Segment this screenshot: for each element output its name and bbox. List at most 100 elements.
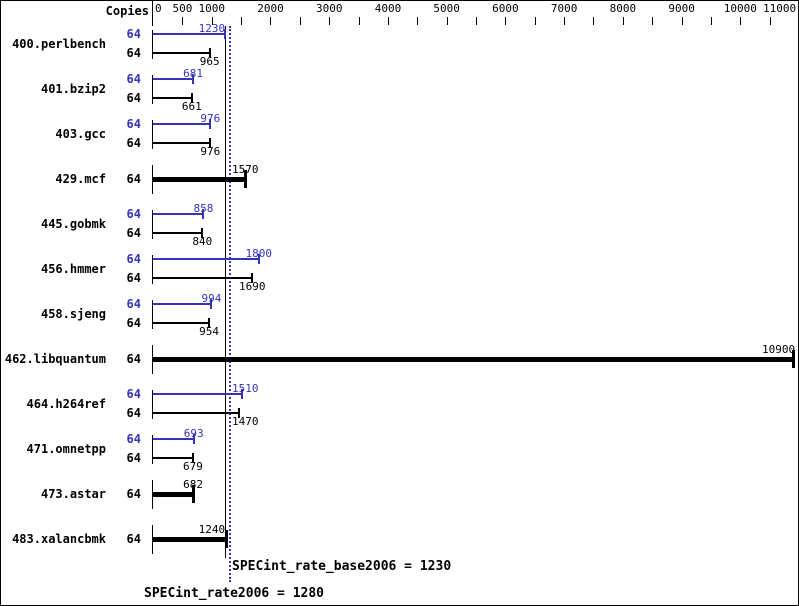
base-value-label: 1570 bbox=[232, 163, 259, 176]
copies-value-peak: 64 bbox=[126, 297, 141, 311]
peak-value-label: 681 bbox=[183, 67, 203, 80]
peak-value-label: 1230 bbox=[198, 22, 226, 35]
base-bar-end-tick bbox=[209, 138, 211, 148]
axis-minor-tick bbox=[564, 17, 565, 25]
peak-bar-end-tick bbox=[224, 29, 226, 39]
axis-minor-tick bbox=[593, 17, 594, 25]
base-value-label: 840 bbox=[192, 235, 213, 248]
bar-start-tick bbox=[152, 435, 153, 464]
bar-start-tick bbox=[152, 210, 153, 239]
base-bar bbox=[153, 142, 210, 144]
ref-line-SPECint_rate2006 bbox=[229, 26, 231, 582]
axis-minor-tick bbox=[359, 17, 360, 25]
peak-bar-end-tick bbox=[192, 74, 194, 84]
benchmark-label: 462.libquantum bbox=[4, 352, 106, 366]
bar-start-tick bbox=[152, 480, 153, 509]
copies-value-peak: 64 bbox=[126, 207, 141, 221]
base-bar-end-tick bbox=[225, 530, 228, 548]
base-bar-end-tick bbox=[209, 48, 211, 58]
benchmark-label: 403.gcc bbox=[55, 127, 106, 141]
peak-bar bbox=[153, 213, 203, 215]
benchmark-label: 471.omnetpp bbox=[26, 442, 106, 456]
base-bar-end-tick bbox=[251, 273, 253, 283]
base-value-label: 661 bbox=[181, 100, 202, 113]
peak-value-label: 693 bbox=[183, 427, 204, 440]
bar-start-tick bbox=[152, 255, 153, 284]
benchmark-label: 483.xalancbmk bbox=[12, 532, 106, 546]
axis-tick-label: 5000 bbox=[433, 2, 460, 15]
axis-minor-tick bbox=[241, 17, 242, 25]
axis-minor-tick bbox=[682, 17, 683, 25]
copies-value-base: 64 bbox=[126, 271, 141, 285]
peak-value-label: 858 bbox=[193, 202, 214, 215]
copies-value-peak: 64 bbox=[126, 387, 141, 401]
copies-value-base: 64 bbox=[126, 91, 141, 105]
peak-bar bbox=[153, 258, 259, 260]
peak-bar bbox=[153, 123, 210, 125]
peak-bar-end-tick bbox=[209, 119, 211, 129]
base-bar-end-tick bbox=[192, 453, 194, 463]
peak-bar-end-tick bbox=[241, 389, 243, 399]
axis-minor-tick bbox=[770, 17, 771, 25]
benchmark-label: 445.gobmk bbox=[40, 217, 106, 231]
peak-bar-end-tick bbox=[193, 434, 195, 444]
peak-result-label: SPECint_rate2006 = 1280 bbox=[144, 586, 325, 601]
copies-value-peak: 64 bbox=[126, 252, 141, 266]
base-bar-end-tick bbox=[208, 318, 210, 328]
base-bar bbox=[153, 412, 239, 414]
axis-minor-tick bbox=[182, 17, 183, 25]
axis-minor-tick bbox=[652, 17, 653, 25]
base-bar bbox=[153, 177, 245, 182]
axis-minor-tick bbox=[505, 17, 506, 25]
peak-value-label: 976 bbox=[200, 112, 221, 125]
copies-value-peak: 64 bbox=[126, 432, 141, 446]
copies-value-base: 64 bbox=[126, 406, 141, 420]
peak-bar bbox=[153, 78, 193, 80]
benchmark-label: 464.h264ref bbox=[26, 397, 106, 411]
copies-value-peak: 64 bbox=[126, 72, 141, 86]
base-bar-end-tick bbox=[244, 170, 247, 188]
base-bar-end-tick bbox=[792, 350, 795, 368]
base-value-label: 10900 bbox=[762, 343, 796, 356]
base-value-label: 679 bbox=[182, 460, 203, 473]
base-value-label: 976 bbox=[200, 145, 221, 158]
benchmark-label: 400.perlbench bbox=[12, 37, 106, 51]
axis-minor-tick bbox=[212, 17, 213, 25]
base-bar bbox=[153, 492, 193, 497]
peak-bar-end-tick bbox=[202, 209, 204, 219]
copies-value: 64 bbox=[126, 352, 141, 366]
copies-value: 64 bbox=[126, 487, 141, 501]
axis-tick-label: 4000 bbox=[374, 2, 402, 15]
copies-value-base: 64 bbox=[126, 451, 141, 465]
copies-value: 64 bbox=[126, 172, 141, 186]
peak-bar-end-tick bbox=[210, 299, 212, 309]
base-value-label: 965 bbox=[199, 55, 220, 68]
bar-start-tick bbox=[152, 525, 153, 554]
axis-minor-tick bbox=[300, 17, 301, 25]
axis-tick-label: 1000 bbox=[198, 2, 226, 15]
bar-start-tick bbox=[152, 120, 153, 149]
axis-tick-label: 9000 bbox=[668, 2, 695, 15]
bar-start-tick bbox=[152, 390, 153, 419]
base-bar bbox=[153, 457, 193, 459]
copies-value-base: 64 bbox=[126, 316, 141, 330]
copies-value-base: 64 bbox=[126, 46, 141, 60]
base-bar bbox=[153, 52, 210, 54]
copies-column-header: Copies bbox=[105, 4, 149, 18]
base-bar-end-tick bbox=[191, 93, 193, 103]
base-bar bbox=[153, 537, 226, 542]
base-bar bbox=[153, 277, 252, 279]
base-bar bbox=[153, 357, 793, 362]
peak-bar bbox=[153, 303, 211, 305]
copies-value-peak: 64 bbox=[126, 117, 141, 131]
axis-tick-label: 0 bbox=[155, 2, 162, 15]
base-value-label: 1240 bbox=[198, 523, 226, 536]
peak-bar bbox=[153, 393, 242, 395]
axis-minor-tick bbox=[270, 17, 271, 25]
base-bar bbox=[153, 232, 202, 234]
ref-line-SPECint_rate_base2006 bbox=[225, 26, 226, 558]
axis-tick-label: 2000 bbox=[257, 2, 284, 15]
base-value-label: 954 bbox=[199, 325, 219, 338]
peak-value-label: 1800 bbox=[245, 247, 273, 260]
copies-value-base: 64 bbox=[126, 226, 141, 240]
